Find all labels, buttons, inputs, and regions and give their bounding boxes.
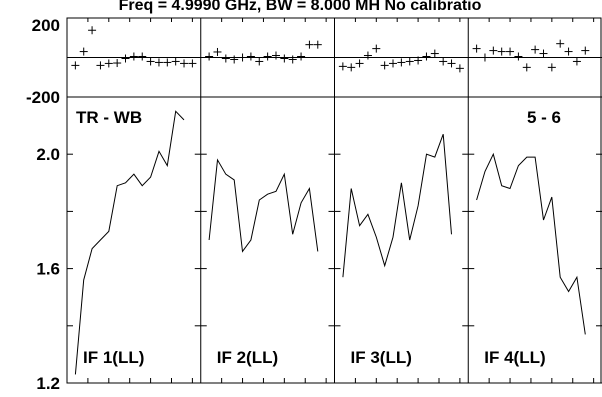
amplitude-line xyxy=(74,110,185,375)
phase-point xyxy=(380,61,389,70)
phase-point xyxy=(564,47,573,56)
phase-point xyxy=(397,58,406,67)
phase-point xyxy=(280,54,289,63)
amplitude-line xyxy=(342,134,452,278)
amp-ytick-label: 1.6 xyxy=(36,260,60,279)
phase-point xyxy=(129,52,138,61)
amplitude-line xyxy=(208,158,319,253)
phase-point xyxy=(514,52,523,61)
phase-point xyxy=(447,59,456,68)
phase-point xyxy=(414,56,423,65)
phase-point xyxy=(472,44,481,53)
antenna-label: 5 - 6 xyxy=(527,108,561,127)
phase-point xyxy=(188,59,197,68)
phase-point xyxy=(138,52,147,61)
phase-point xyxy=(79,47,88,56)
phase-point xyxy=(506,47,515,56)
phase-point xyxy=(230,55,239,64)
phase-point xyxy=(113,59,122,68)
phase-point xyxy=(389,59,398,68)
axis-ticks xyxy=(67,18,602,384)
phase-point xyxy=(246,52,255,61)
panel-label: IF 2(LL) xyxy=(217,348,278,367)
phase-point xyxy=(288,55,297,64)
amplitude-line xyxy=(476,152,586,335)
panel-label: IF 1(LL) xyxy=(83,348,144,367)
phase-point xyxy=(71,61,80,70)
phase-point xyxy=(405,57,414,66)
phase-point xyxy=(497,47,506,56)
phase-point xyxy=(572,57,581,66)
axis-labels: 200 -200 2.0 1.6 1.2 xyxy=(26,16,60,393)
panel-labels: TR - WB 5 - 6 IF 1(LL) IF 2(LL) IF 3(LL) IF 4… xyxy=(76,108,561,367)
amplitude-series xyxy=(74,110,586,375)
plot-frame xyxy=(66,17,602,384)
phase-point xyxy=(88,26,97,35)
phase-point xyxy=(581,46,590,55)
phase-point xyxy=(556,39,565,48)
phase-point xyxy=(547,63,556,72)
phase-ytick-label: -200 xyxy=(26,88,60,107)
phase-point xyxy=(96,61,105,70)
phase-point xyxy=(163,58,172,67)
phase-point xyxy=(480,53,489,62)
phase-point xyxy=(347,63,356,72)
amp-ytick-label: 2.0 xyxy=(36,145,60,164)
phase-point xyxy=(104,59,113,68)
phase-point xyxy=(455,64,464,73)
phase-point xyxy=(146,57,155,66)
phase-point xyxy=(338,62,347,71)
baseline-label: TR - WB xyxy=(76,108,142,127)
phase-point xyxy=(121,54,130,63)
phase-point xyxy=(180,59,189,68)
phase-point xyxy=(238,53,247,62)
chart-title: Freq = 4.9990 GHz, BW = 8.000 MH No cali… xyxy=(119,0,482,14)
phase-point xyxy=(221,54,230,63)
phase-point xyxy=(531,45,540,54)
phase-point xyxy=(363,51,372,60)
phase-ytick-label: 200 xyxy=(32,16,60,35)
panel-label: IF 3(LL) xyxy=(351,348,412,367)
phase-point xyxy=(271,51,280,60)
phase-point xyxy=(522,63,531,72)
phase-point xyxy=(154,58,163,67)
phase-point xyxy=(355,59,364,68)
phase-series xyxy=(71,26,590,73)
phase-point xyxy=(372,44,381,53)
phase-point xyxy=(430,49,439,58)
phase-point xyxy=(422,52,431,61)
phase-point xyxy=(539,49,548,58)
amp-ytick-label: 1.2 xyxy=(36,374,60,393)
phase-point xyxy=(205,52,214,61)
phase-point xyxy=(263,52,272,61)
phase-point xyxy=(297,52,306,61)
phase-point xyxy=(213,47,222,56)
phase-point xyxy=(439,57,448,66)
phase-point xyxy=(313,40,322,49)
phase-point xyxy=(489,46,498,55)
phase-point xyxy=(255,57,264,66)
phase-point xyxy=(305,40,314,49)
phase-point xyxy=(171,57,180,66)
panel-label: IF 4(LL) xyxy=(484,348,545,367)
